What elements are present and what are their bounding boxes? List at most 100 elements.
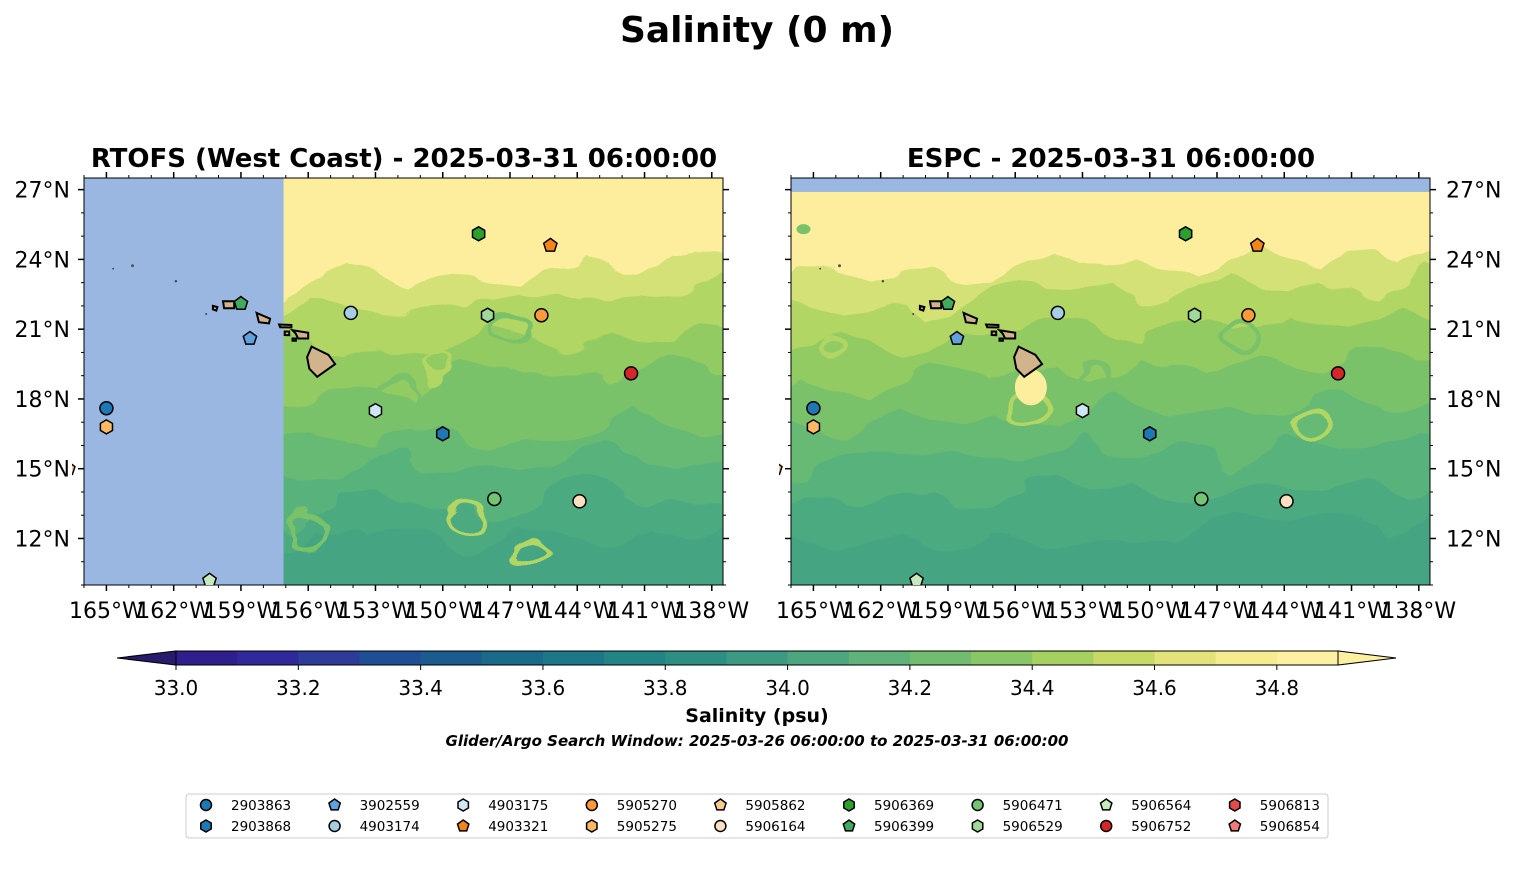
colorbar-segment [176,651,238,665]
float-5906529 [480,307,495,324]
colorbar-segment [909,651,972,665]
island-kahoolawe [291,337,297,342]
legend-label-5906854: 5906854 [1260,819,1320,835]
lon-tick-label: 165°W [69,599,144,624]
legend-marker-5905270 [585,798,599,812]
legend-marker-4903174 [328,819,341,833]
green-blob [796,224,811,235]
panel-espc: ESPC - 2025-03-31 06:00:00 165°W162°W159… [776,144,1501,624]
island-kahoolawe [998,337,1004,342]
colorbar-segment [971,651,1033,665]
legend-label-3902559: 3902559 [360,798,420,814]
lon-tick-label: 147°W [473,599,548,624]
map-frame [790,177,1431,586]
float-5906164 [1279,494,1294,509]
legend-marker-5905862 [713,798,727,811]
colorbar-tick-label: 33.0 [154,676,199,700]
colorbar-segment [1032,651,1094,665]
float-5906164 [572,494,587,509]
legend-marker-2903868 [200,819,212,833]
lon-tick-label: 156°W [271,599,346,624]
colorbar-tick-label: 33.4 [398,676,443,700]
no-data-region [791,178,1430,192]
eddy [363,375,410,413]
colorbar-outline [175,650,1339,666]
lat-tick-label: 27°N [15,179,70,204]
eddy [1298,406,1338,438]
float-2903868 [1142,425,1157,442]
lat-tick-label: 27°N [1446,179,1501,204]
map-frame [83,177,724,586]
lon-tick-label: 153°W [1045,599,1120,624]
colorbar-tick-label: 34.6 [1132,676,1177,700]
float-4903175 [368,402,383,419]
islet-nihoa [174,280,178,283]
colorbar-segment [787,651,850,665]
colorbar: 33.0 33.2 33.4 33.6 33.8 34.0 34.2 34.4 34.6 34.8… [116,650,1397,750]
lon-tick-label: 159°W [204,599,279,624]
colorbar-bar [116,650,1397,666]
colorbar-segment [359,651,422,665]
float-5906564 [202,572,218,585]
float-2903863 [99,400,114,416]
lon-tick-label: 150°W [1112,599,1187,624]
island-kauai [928,300,943,310]
legend-marker-5906854 [1228,819,1242,832]
colorbar-segment [481,651,544,665]
lon-tick-label: 144°W [1247,599,1322,624]
float-3902559 [242,330,258,345]
island-oahu [962,311,979,325]
axis-ticks-espc: 165°W162°W159°W156°W153°W150°W147°W144°W… [776,172,1501,624]
float-5906399 [233,295,249,311]
lat-tick-label: 18°N [1446,388,1501,413]
panel-title-espc: ESPC - 2025-03-31 06:00:00 [907,144,1315,174]
legend-marker-4903321 [456,819,470,832]
islet-gardner [131,264,135,268]
legend-marker-5906529 [971,819,984,833]
float-4903175 [1075,402,1090,419]
legend-label-5906752: 5906752 [1131,819,1191,835]
colorbar-segment [1093,651,1156,665]
colorbar-extend-max [1337,650,1397,666]
float-legend: 2903863 2903868 3902559 4903174 4903175 49033… [185,793,1329,839]
lon-tick-label: 156°W [978,599,1053,624]
legend-label-5906164: 5906164 [745,819,805,835]
lon-tick-label: 150°W [405,599,480,624]
salinity-field-rtofs [84,178,723,585]
colorbar-segment [298,651,361,665]
float-2903863 [806,400,821,416]
lat-tick-label: 12°N [15,527,70,552]
eddy [284,508,332,546]
panel-title-rtofs: RTOFS (West Coast) - 2025-03-31 06:00:00 [91,144,717,174]
float-5906369 [1178,225,1193,242]
island-niihau [918,304,926,312]
colorbar-segment [542,651,605,665]
legend-label-5905270: 5905270 [617,798,677,814]
lat-tick-label: 21°N [1446,318,1501,343]
colorbar-segment [237,651,299,665]
salinity-band [791,514,1430,585]
islet-gardner [838,264,842,268]
eddy [907,372,944,402]
legend-label-2903868: 2903868 [231,819,291,835]
colorbar-tick-label: 34.0 [765,676,810,700]
island-molokai [984,323,1000,329]
float-5906564 [909,572,925,585]
lon-tick-label: 138°W [1381,599,1456,624]
legend-label-4903321: 4903321 [488,819,548,835]
map-espc: 165°W162°W159°W156°W153°W150°W147°W144°W… [776,172,1501,624]
float-5905270 [534,307,549,323]
island-niihau [211,304,219,312]
eddy [1216,319,1263,357]
legend-label-5906564: 5906564 [1131,798,1191,814]
eddy [578,391,621,425]
legend-label-5906813: 5906813 [1260,798,1320,814]
legend-label-2903863: 2903863 [231,798,291,814]
legend-label-5905862: 5905862 [745,798,805,814]
legend-label-4903175: 4903175 [488,798,548,814]
colorbar-segment [1215,651,1278,665]
hawaiian-islands [112,264,337,379]
colorbar-segment [848,651,911,665]
colorbar-ticks: 33.0 33.2 33.4 33.6 33.8 34.0 34.2 34.4 34.6 34.8 [154,665,1299,700]
float-5905862 [72,463,76,476]
